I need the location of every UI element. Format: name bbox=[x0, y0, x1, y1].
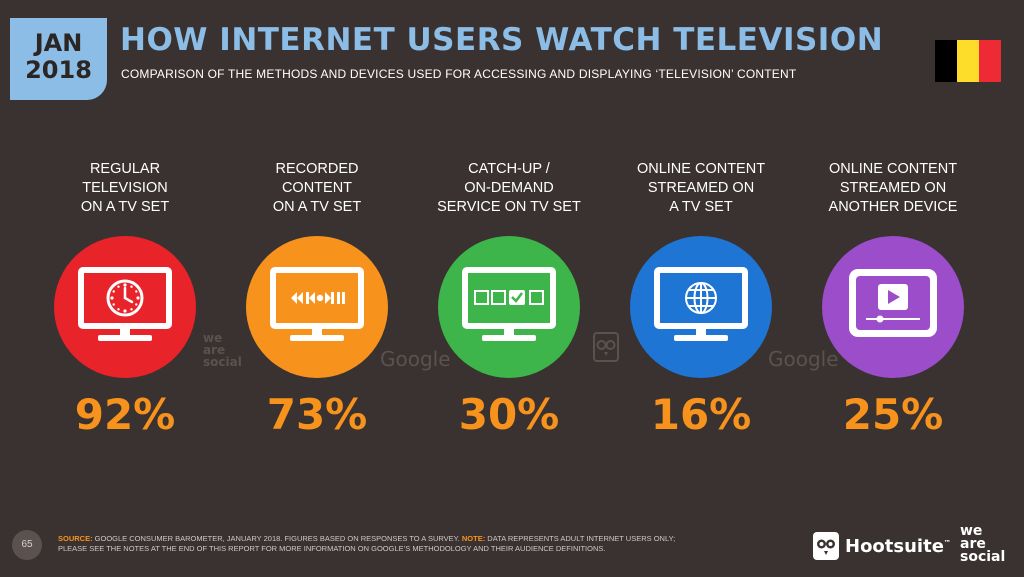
category-label-line: ONLINE CONTENT bbox=[636, 161, 766, 177]
content-selection-icon bbox=[438, 236, 580, 378]
category-label-line: ON A TV SET bbox=[80, 199, 170, 215]
category-circle-online-tv bbox=[630, 236, 772, 378]
category-label-line: ONLINE CONTENT bbox=[828, 161, 958, 177]
category-circle-online-other bbox=[822, 236, 964, 378]
page-title: HOW INTERNET USERS WATCH TELEVISION bbox=[120, 22, 884, 58]
category-label-line: TELEVISION bbox=[82, 180, 168, 196]
category-label-line: ON A TV SET bbox=[272, 199, 362, 215]
value-label-regular-tv: 92% bbox=[74, 390, 176, 439]
logo-line: we bbox=[960, 523, 983, 539]
date-year: 2018 bbox=[25, 56, 92, 84]
google-watermark: Google bbox=[380, 347, 451, 371]
value-label-online-other: 25% bbox=[842, 390, 944, 439]
page-number: 65 bbox=[12, 530, 42, 560]
category-label-line: CATCH-UP / bbox=[468, 161, 550, 177]
source-label: SOURCE: bbox=[58, 534, 93, 543]
category-label-line: A TV SET bbox=[669, 199, 733, 215]
category-label-line: CONTENT bbox=[281, 180, 353, 196]
category-label-catch-up: CATCH-UP / ON-DEMAND SERVICE ON TV SET bbox=[414, 160, 604, 217]
category-circle-catch-up bbox=[438, 236, 580, 378]
hootsuite-logo: Hootsuite™ bbox=[813, 531, 951, 561]
flag-stripe bbox=[957, 40, 979, 82]
belgium-flag-icon bbox=[935, 40, 1001, 82]
video-player-icon bbox=[822, 236, 964, 378]
owl-icon bbox=[813, 532, 839, 560]
flag-stripe bbox=[935, 40, 957, 82]
page-subtitle: COMPARISON OF THE METHODS AND DEVICES US… bbox=[121, 67, 797, 81]
playback-controls-icon bbox=[246, 236, 388, 378]
value-label-online-tv: 16% bbox=[650, 390, 752, 439]
category-label-regular-tv: REGULAR TELEVISION ON A TV SET bbox=[30, 160, 220, 217]
value-label-recorded: 73% bbox=[266, 390, 368, 439]
owl-watermark-icon bbox=[593, 332, 619, 366]
category-label-line: STREAMED ON bbox=[647, 180, 755, 196]
hootsuite-label: Hootsuite bbox=[845, 535, 944, 557]
globe-icon bbox=[630, 236, 772, 378]
category-label-online-tv: ONLINE CONTENT STREAMED ON A TV SET bbox=[606, 160, 796, 217]
category-label-online-other: ONLINE CONTENT STREAMED ON ANOTHER DEVIC… bbox=[798, 160, 988, 217]
wearesocial-logo: we are social bbox=[960, 523, 1006, 565]
category-label-line: SERVICE ON TV SET bbox=[437, 199, 581, 215]
logo-line: social bbox=[960, 549, 1006, 565]
watermark-line: social bbox=[203, 355, 242, 369]
date-month: JAN bbox=[34, 29, 83, 57]
category-circle-regular-tv bbox=[54, 236, 196, 378]
hootsuite-wordmark: Hootsuite™ bbox=[845, 536, 951, 557]
category-label-line: STREAMED ON bbox=[839, 180, 947, 196]
flag-stripe bbox=[979, 40, 1001, 82]
google-watermark: Google bbox=[768, 347, 839, 371]
category-label-line: ANOTHER DEVICE bbox=[828, 199, 958, 215]
clock-icon bbox=[54, 236, 196, 378]
trademark-symbol: ™ bbox=[943, 538, 951, 547]
category-label-line: RECORDED bbox=[275, 161, 359, 177]
source-text: GOOGLE CONSUMER BAROMETER, JANUARY 2018.… bbox=[92, 534, 462, 543]
category-label-line: REGULAR bbox=[89, 161, 161, 177]
note-text: DATA REPRESENTS ADULT INTERNET USERS ONL… bbox=[58, 534, 676, 553]
note-label: NOTE: bbox=[461, 534, 486, 543]
wearesocial-watermark: we are social bbox=[203, 332, 242, 368]
value-label-catch-up: 30% bbox=[458, 390, 560, 439]
source-note: SOURCE: GOOGLE CONSUMER BAROMETER, JANUA… bbox=[58, 534, 678, 554]
logo-line: are bbox=[960, 536, 986, 552]
category-label-line: ON-DEMAND bbox=[464, 180, 554, 196]
watermark-line: are bbox=[203, 343, 226, 357]
date-badge: JAN 2018 bbox=[10, 18, 107, 100]
category-circle-recorded bbox=[246, 236, 388, 378]
category-label-recorded: RECORDED CONTENT ON A TV SET bbox=[222, 160, 412, 217]
watermark-line: we bbox=[203, 331, 223, 345]
